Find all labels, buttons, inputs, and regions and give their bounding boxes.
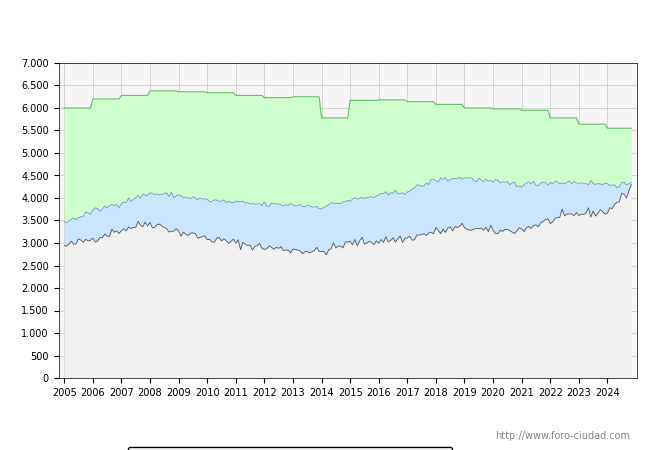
Text: Trujillo - Evolucion de la poblacion en edad de Trabajar Noviembre de 2024: Trujillo - Evolucion de la poblacion en … — [85, 21, 565, 33]
Text: http://www.foro-ciudad.com: http://www.foro-ciudad.com — [495, 431, 630, 441]
Legend: Ocupados, Parados, Hab. entre 16-64: Ocupados, Parados, Hab. entre 16-64 — [127, 446, 452, 450]
